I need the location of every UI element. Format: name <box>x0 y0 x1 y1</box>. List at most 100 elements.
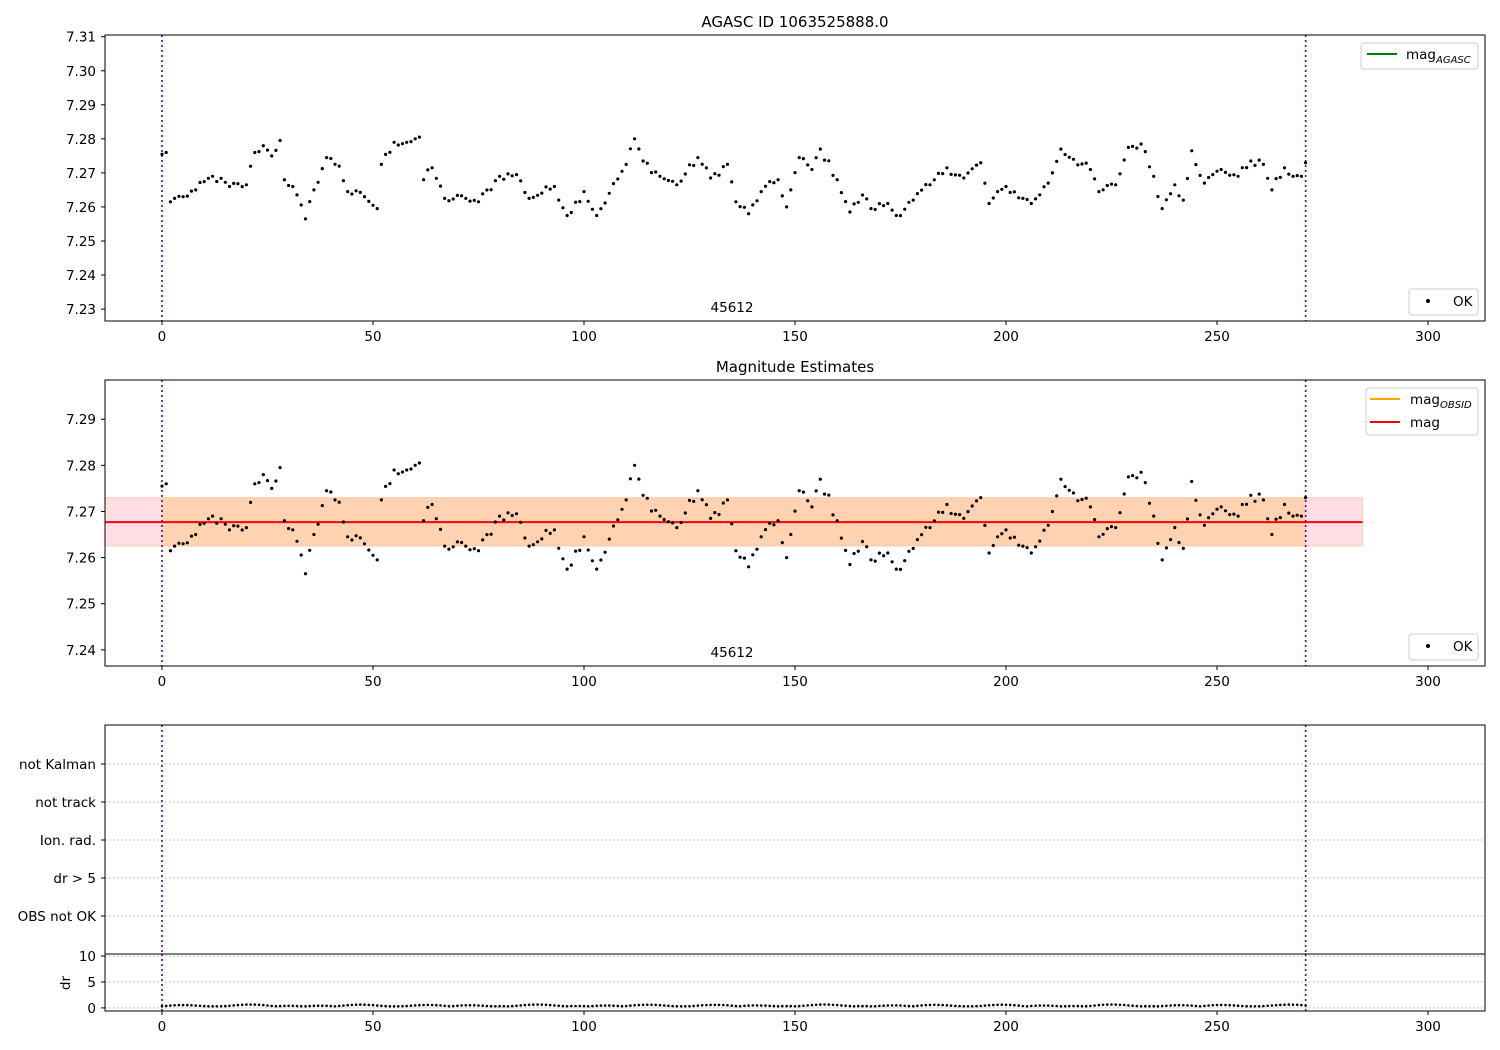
mag-point <box>337 164 341 168</box>
dr-point <box>1093 1004 1096 1007</box>
dr-point <box>325 1004 328 1008</box>
mag-point <box>1038 193 1042 197</box>
mag-point <box>658 514 662 518</box>
x-tick-label: 150 <box>782 329 808 345</box>
mag-point <box>637 477 641 481</box>
mag-point <box>329 156 333 161</box>
mag-point <box>932 519 936 523</box>
dr-point <box>291 1004 295 1008</box>
mag-point <box>1135 146 1139 150</box>
mag-point <box>1215 169 1219 173</box>
mag-point <box>544 528 548 533</box>
mag-point <box>949 511 953 516</box>
mag-point <box>303 572 308 576</box>
mag-point <box>1207 516 1211 520</box>
mag-point <box>671 179 675 183</box>
mag-point <box>413 137 417 141</box>
mag-point <box>282 519 286 523</box>
dr-point <box>1080 1004 1084 1008</box>
panel-flags-y-axis: OBS not OK dr > 5 Ion. rad. not track not Ka… <box>18 757 105 925</box>
mag-point <box>240 185 244 189</box>
mag-point <box>852 202 856 206</box>
mag-point <box>1156 541 1160 546</box>
dr-point <box>1211 1003 1215 1007</box>
mag-point <box>907 549 911 553</box>
mag-point <box>903 207 907 211</box>
mag-point <box>996 190 1000 194</box>
mag-point <box>1088 505 1092 509</box>
mag-point <box>696 489 700 493</box>
mag-point <box>485 533 489 537</box>
dr-point <box>709 1003 712 1007</box>
dr-point <box>650 1003 653 1007</box>
dr-point <box>738 1004 742 1008</box>
dr-point <box>1156 1005 1160 1008</box>
mag-point <box>1228 173 1232 177</box>
mag-point <box>785 556 789 560</box>
dr-point <box>544 1003 548 1007</box>
mag-point <box>675 183 679 187</box>
legend-box <box>1360 42 1479 70</box>
mag-point <box>932 178 936 182</box>
dr-point <box>895 1004 898 1007</box>
dr-point <box>173 1004 176 1007</box>
mag-point <box>679 179 683 183</box>
panel-agasc: AGASC ID 1063525888.0 45612 7.23 7.24 7.25… <box>66 13 1486 345</box>
mag-point <box>1240 166 1244 170</box>
mag-point <box>1223 170 1228 174</box>
mag-point <box>1012 190 1017 194</box>
panel-mag-bands <box>104 497 1364 547</box>
dr-point <box>451 1004 455 1008</box>
mag-point <box>987 551 991 555</box>
mag-point <box>641 493 645 497</box>
mag-point <box>1118 511 1122 515</box>
mag-point <box>295 193 299 197</box>
dr-point <box>806 1004 809 1007</box>
mag-point <box>211 174 215 178</box>
dr-point <box>595 1004 598 1008</box>
panel-agasc-y-axis: 7.23 7.24 7.25 7.26 7.27 7.28 7.29 7.30 7.31 <box>66 30 105 318</box>
mag-point <box>1207 175 1211 180</box>
panel-agasc-legend-points: OK <box>1408 288 1479 316</box>
x-tick-label: 200 <box>993 674 1019 690</box>
dr-point <box>561 1004 565 1008</box>
dr-point <box>1194 1004 1198 1008</box>
mag-point <box>223 522 227 526</box>
dr-point <box>181 1003 185 1007</box>
mag-point <box>1291 174 1295 178</box>
dr-point <box>1177 1003 1181 1007</box>
dr-point <box>1025 1005 1029 1008</box>
mag-point <box>886 201 890 206</box>
mag-point <box>898 567 903 572</box>
dr-point <box>329 1004 333 1008</box>
mag-point <box>1000 187 1004 191</box>
mag-point <box>561 206 565 210</box>
mag-point <box>1080 162 1084 166</box>
dr-point <box>249 1003 252 1006</box>
mag-point <box>291 528 295 532</box>
mag-point <box>958 173 962 177</box>
legend-marker-ok <box>1426 299 1430 303</box>
dr-point <box>772 1004 776 1008</box>
mag-point <box>1236 514 1240 518</box>
mag-point <box>455 540 459 544</box>
mag-point <box>814 156 818 160</box>
dr-point <box>920 1004 923 1007</box>
dr-point <box>160 1005 164 1008</box>
mag-point <box>1021 544 1025 548</box>
mag-point <box>633 137 637 141</box>
mag-point <box>189 189 194 193</box>
mag-point <box>611 182 616 186</box>
mag-point <box>1287 172 1291 176</box>
mag-point <box>1012 535 1017 539</box>
mag-point <box>974 163 979 167</box>
dr-point <box>363 1003 366 1006</box>
mag-point <box>1105 183 1109 188</box>
dr-point <box>397 1005 400 1008</box>
mag-point <box>831 513 835 517</box>
dr-point <box>751 1004 755 1007</box>
mag-point <box>822 492 827 496</box>
mag-point <box>219 517 223 521</box>
panel-flags: OBS not OK dr > 5 Ion. rad. not track not Ka… <box>18 724 1486 955</box>
mag-point <box>1173 526 1177 530</box>
